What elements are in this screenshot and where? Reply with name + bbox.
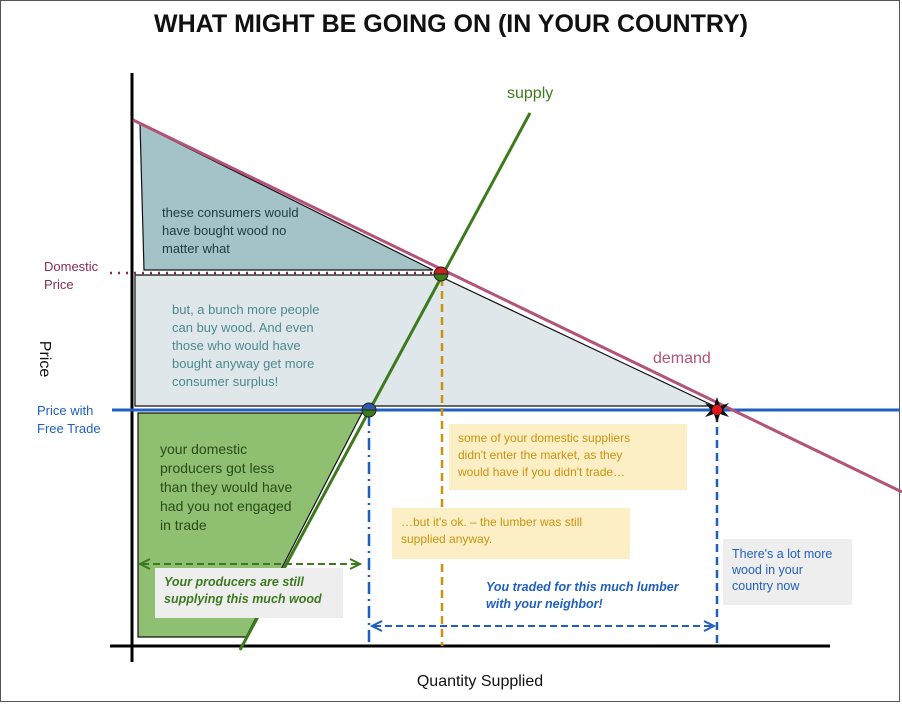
lumber-still-supplied-line-2: supplied anyway.: [401, 532, 493, 546]
producers-supply-arrow: [137, 558, 363, 570]
traded-lumber-line-2: with your neighbor!: [486, 597, 603, 611]
free-trade-price-label: Price with Free Trade: [37, 402, 101, 438]
suppliers-not-enter-line-3: would have if you didn't trade…: [458, 465, 626, 479]
demand-curve: [132, 118, 902, 494]
domestic-producers-note-line-4: had you not engaged: [160, 498, 292, 514]
domestic-producers-note-line-2: producers got less: [160, 460, 275, 476]
traded-lumber-line-1: You traded for this much lumber: [486, 580, 679, 594]
more-people-note: but, a bunch more people can buy wood. A…: [172, 301, 319, 391]
x-axis-label: Quantity Supplied: [416, 673, 544, 690]
free-trade-price-label-line-2: Free Trade: [37, 421, 101, 436]
domestic-price-label-line-1: Domestic: [44, 259, 99, 274]
more-wood-callout: There's a lot more wood in your country …: [723, 539, 852, 605]
more-people-note-line-5: consumer surplus!: [172, 374, 279, 389]
suppliers-not-enter-line-2: didn't enter the market, as they: [458, 448, 623, 462]
free-trade-supply-point: [361, 402, 377, 418]
supply-curve: [238, 112, 532, 651]
domestic-price-label: Domestic Price: [44, 258, 98, 294]
domestic-producers-note-line-1: your domestic: [160, 441, 248, 457]
top-consumers-note-line-2: have bought wood no: [162, 223, 287, 238]
traded-lumber-callout: You traded for this much lumber with you…: [486, 579, 679, 613]
free-trade-demand-point: [705, 397, 729, 423]
domestic-producers-note: your domestic producers got less than th…: [160, 440, 292, 535]
page-title: WHAT MIGHT BE GOING ON (IN YOUR COUNTRY): [154, 10, 748, 38]
y-axis-label: Price: [36, 340, 53, 378]
domestic-producers-note-line-3: than they would have: [160, 479, 293, 495]
producers-supplying-callout: Your producers are still supplying this …: [155, 568, 343, 618]
producers-supplying-line-1: Your producers are still: [164, 575, 304, 589]
traded-lumber-arrow: [369, 620, 717, 632]
lumber-still-supplied-line-1: …but it's ok. – the lumber was still: [401, 515, 583, 529]
lumber-still-supplied-callout: …but it's ok. – the lumber was still sup…: [392, 508, 630, 559]
more-wood-line-2: wood in your: [732, 563, 803, 577]
more-wood-line-1: There's a lot more: [732, 547, 833, 561]
upper-consumer-surplus-region: [139, 123, 434, 271]
more-people-note-line-3: those who would have: [172, 338, 301, 353]
more-people-note-line-1: but, a bunch more people: [172, 302, 320, 317]
supply-curve-label: supply: [507, 85, 554, 102]
domestic-producers-note-line-5: in trade: [160, 517, 207, 533]
more-people-note-line-2: can buy wood. And even: [172, 320, 314, 335]
top-consumers-note: these consumers would have bought wood n…: [162, 204, 299, 258]
more-people-note-line-4: bought anyway get more: [172, 356, 315, 371]
suppliers-not-enter-callout: some of your domestic suppliers didn't e…: [449, 424, 687, 490]
domestic-equilibrium-point: [433, 266, 449, 282]
domestic-price-label-line-2: Price: [44, 277, 74, 292]
free-trade-price-label-line-1: Price with: [37, 403, 94, 418]
more-wood-line-3: country now: [732, 579, 800, 593]
top-consumers-note-line-3: matter what: [162, 241, 230, 256]
suppliers-not-enter-line-1: some of your domestic suppliers: [458, 431, 631, 445]
producers-supplying-line-2: supplying this much wood: [164, 592, 322, 606]
demand-curve-label: demand: [653, 350, 711, 367]
top-consumers-note-line-1: these consumers would: [162, 205, 299, 220]
